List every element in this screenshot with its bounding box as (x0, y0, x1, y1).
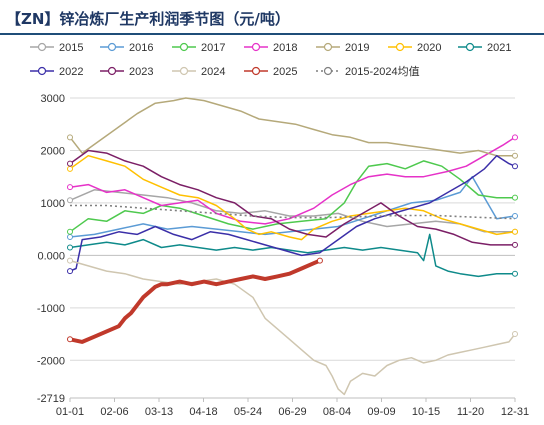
series-end-marker (512, 163, 518, 170)
y-tick-label: -2000 (37, 355, 65, 367)
series-start-marker (67, 165, 73, 172)
legend-swatch-marker (465, 42, 475, 52)
legend-item-2025: 2025 (244, 66, 297, 78)
series-line-2021 (69, 233, 515, 278)
series-line-2020 (69, 154, 516, 241)
legend-label: 2015 (59, 42, 83, 54)
legend-swatch-marker (323, 66, 333, 76)
legend-swatch-marker (179, 42, 189, 52)
series-line-2025 (69, 258, 321, 344)
legend-item-2018: 2018 (244, 42, 297, 54)
series-line-2019 (69, 97, 515, 157)
legend-swatch-marker (251, 42, 261, 52)
title-underline (0, 33, 544, 35)
legend-swatch-marker (37, 42, 47, 52)
legend-swatch-marker (323, 42, 333, 52)
series-line-2016 (69, 175, 516, 238)
y-tick-label: -2719 (37, 393, 65, 405)
x-tick-label: 01-01 (56, 406, 84, 418)
chart-title: 【ZN】锌冶炼厂生产利润季节图（元/吨） (6, 10, 290, 28)
x-tick-label: 06-29 (278, 406, 306, 418)
y-tick-label: 2000 (41, 145, 65, 157)
legend-label: 2022 (59, 66, 83, 78)
legend-swatch-marker (37, 66, 47, 76)
series-end-marker (512, 270, 518, 277)
legend-label: 2024 (201, 66, 225, 78)
series-start-marker (67, 336, 73, 343)
series-end-marker (512, 194, 518, 201)
y-tick-label: 1000 (41, 198, 65, 210)
series-start-marker (67, 160, 73, 167)
series-start-marker (67, 268, 73, 275)
legend-swatch-marker (179, 66, 189, 76)
series-layer (67, 97, 518, 396)
x-tick-label: 02-06 (100, 406, 128, 418)
series-start-marker (67, 234, 73, 241)
series-line-2017 (69, 160, 515, 233)
y-tick-label: 3000 (41, 93, 65, 105)
legend-item-2015-2024均值: 2015-2024均值 (316, 65, 420, 78)
legend-item-2022: 2022 (30, 66, 83, 78)
legend-label: 2016 (129, 42, 153, 54)
series-start-marker (67, 184, 73, 191)
legend-item-2024: 2024 (172, 66, 225, 78)
x-tick-label: 08-04 (323, 406, 351, 418)
series-end-marker (316, 257, 323, 264)
series-start-marker (67, 257, 73, 264)
legend-label: 2017 (201, 42, 225, 54)
series-end-marker (512, 152, 518, 159)
legend-item-2020: 2020 (388, 42, 441, 54)
series-start-marker (67, 244, 73, 251)
legend-label: 2018 (273, 42, 297, 54)
series-line-2022 (69, 154, 516, 272)
x-tick-label: 12-31 (501, 406, 529, 418)
y-tick-label: -1000 (37, 303, 65, 315)
legend-swatch-marker (251, 66, 261, 76)
x-tick-label: 09-09 (367, 406, 395, 418)
series-line-2023 (69, 149, 515, 246)
legend-label: 2020 (417, 42, 441, 54)
legend-item-2015: 2015 (30, 42, 83, 54)
series-end-marker (512, 213, 518, 220)
series-end-marker (512, 134, 518, 141)
series-line-2015-2024均值 (70, 204, 516, 220)
series-start-marker (67, 134, 73, 141)
legend-swatch-marker (107, 66, 117, 76)
legend: 2015 2016 2017 2018 2019 2020 2021 2022 2023 2024… (30, 42, 511, 78)
legend-swatch-marker (395, 42, 405, 52)
legend-label: 2019 (345, 42, 369, 54)
x-tick-label: 03-13 (145, 406, 173, 418)
x-tick-label: 04-18 (189, 406, 217, 418)
series-line-2018 (69, 136, 516, 225)
legend-item-2016: 2016 (100, 42, 153, 54)
series-end-marker (512, 331, 518, 338)
series-line-2015 (69, 189, 515, 233)
legend-label: 2021 (487, 42, 511, 54)
series-start-marker (67, 197, 73, 204)
x-tick-label: 10-15 (412, 406, 440, 418)
legend-label: 2025 (273, 66, 297, 78)
title-bar: 【ZN】锌冶炼厂生产利润季节图（元/吨） (0, 0, 544, 35)
series-end-marker (512, 228, 518, 235)
y-tick-label: 0.000 (37, 250, 65, 262)
legend-item-2017: 2017 (172, 42, 225, 54)
x-tick-label: 05-24 (234, 406, 262, 418)
legend-item-2023: 2023 (100, 66, 153, 78)
legend-label: 2023 (129, 66, 153, 78)
series-end-marker (512, 241, 518, 248)
legend-label: 2015-2024均值 (345, 65, 420, 78)
grid-layer (70, 97, 515, 399)
legend-item-2019: 2019 (316, 42, 369, 54)
series-start-marker (67, 228, 73, 235)
x-tick-label: 11-20 (457, 406, 484, 418)
series-line-2024 (69, 259, 516, 396)
legend-swatch-marker (107, 42, 117, 52)
legend-item-2021: 2021 (458, 42, 511, 54)
